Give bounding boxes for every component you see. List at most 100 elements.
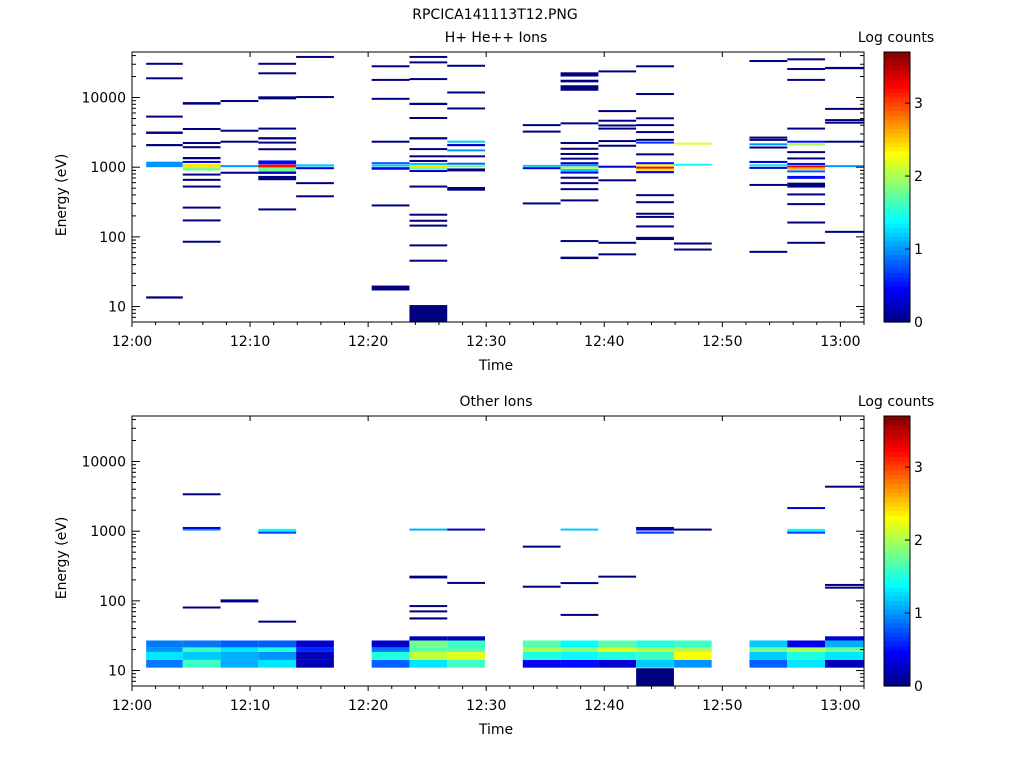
heatmap-cell	[258, 647, 297, 652]
heatmap-cell	[182, 185, 221, 188]
colorbar-segment	[884, 182, 910, 188]
colorbar-segment	[884, 313, 910, 319]
heatmap-cell	[182, 146, 221, 149]
heatmap-cell	[636, 141, 674, 144]
heatmap-cell	[825, 140, 864, 143]
colorbar-segment	[884, 510, 910, 516]
heatmap-cell	[258, 659, 297, 668]
heatmap-cell	[749, 138, 788, 141]
plot-frame	[131, 415, 865, 687]
heatmap-cell	[673, 528, 712, 531]
heatmap-cell	[409, 219, 448, 222]
colorbar-segment	[884, 452, 910, 458]
x-tick-label: 13:00	[820, 334, 860, 350]
colorbar-segment	[884, 641, 910, 647]
colorbar-segment	[884, 474, 910, 480]
heatmap-cell	[371, 204, 410, 207]
heatmap-cell	[258, 651, 297, 660]
heatmap-cell	[787, 651, 826, 660]
heatmap-cell	[787, 78, 826, 81]
colorbar-segment	[884, 627, 910, 633]
colorbar-tick-label: 1	[914, 606, 923, 622]
heatmap-cell	[258, 208, 297, 211]
heatmap-cell	[371, 659, 410, 668]
heatmap-cell	[636, 138, 674, 141]
colorbar-segment	[884, 101, 910, 107]
colorbar-segment	[884, 672, 910, 678]
heatmap-cell	[182, 651, 221, 660]
heatmap-cell	[825, 636, 864, 641]
colorbar-segment	[884, 277, 910, 283]
colorbar-segment	[884, 429, 910, 435]
colorbar-segment	[884, 542, 910, 548]
colorbar-tick-label: 2	[914, 169, 923, 185]
heatmap-cell	[560, 651, 599, 660]
colorbar-segment	[884, 295, 910, 301]
colorbar-segment	[884, 416, 910, 422]
heatmap-cell	[560, 582, 599, 585]
heatmap-cell	[787, 143, 826, 146]
colorbar-segment	[884, 654, 910, 660]
heatmap-cell	[749, 166, 788, 169]
heatmap-cell	[146, 296, 183, 299]
colorbar-tick-label: 0	[914, 315, 923, 331]
colorbar-segment	[884, 578, 910, 584]
heatmap-cell	[447, 636, 486, 641]
heatmap-cell	[182, 128, 221, 131]
colorbar-segment	[884, 596, 910, 602]
heatmap-cell	[825, 647, 864, 652]
heatmap-cell	[409, 659, 448, 668]
colorbar-frame	[883, 415, 911, 687]
colorbar-segment	[884, 582, 910, 588]
heatmap-cell	[636, 65, 674, 68]
heatmap-cell	[560, 659, 599, 668]
heatmap-cell	[447, 144, 486, 147]
heatmap-cell	[146, 659, 183, 668]
heatmap-cell	[787, 507, 826, 510]
heatmap-cell	[409, 575, 448, 579]
heatmap-cell	[598, 127, 637, 130]
heatmap-cell	[673, 248, 712, 251]
heatmap-cell	[560, 171, 599, 174]
heatmap-cell	[636, 153, 674, 156]
heatmap-cell	[447, 581, 486, 584]
heatmap-cell	[220, 599, 259, 603]
colorbar-tick-label: 1	[914, 242, 923, 258]
heatmap-cell	[409, 259, 448, 262]
x-tick-label: 12:40	[584, 334, 624, 350]
heatmap-cell	[258, 531, 297, 534]
heatmap-cell	[825, 119, 864, 122]
colorbar-segment	[884, 209, 910, 215]
heatmap-cell	[447, 91, 486, 94]
heatmap-cell	[787, 241, 826, 244]
colorbar-segment	[884, 236, 910, 242]
heatmap-cell	[825, 121, 864, 124]
heatmap-cell	[560, 647, 599, 652]
heatmap-cell	[522, 659, 561, 668]
heatmap-cell	[825, 66, 864, 70]
heatmap-cell	[598, 110, 637, 113]
heatmap-cell	[560, 613, 599, 616]
heatmap-cell	[636, 528, 674, 531]
heatmap-cell	[447, 107, 486, 110]
heatmap-cell	[296, 659, 334, 668]
heatmap-cell	[371, 78, 410, 81]
colorbar-segment	[884, 587, 910, 593]
heatmap-cell	[409, 605, 448, 608]
colorbar-segment	[884, 501, 910, 507]
heatmap-cell	[182, 647, 221, 652]
heatmap-cell	[598, 119, 637, 122]
colorbar-segment	[884, 142, 910, 148]
heatmap-cell	[560, 169, 599, 172]
colorbar-segment	[884, 308, 910, 314]
colorbar-segment	[884, 438, 910, 444]
colorbar-segment	[884, 299, 910, 305]
colorbar-segment	[884, 173, 910, 179]
heatmap-cell	[598, 165, 637, 168]
heatmap-cell	[598, 575, 637, 578]
heatmap-cell	[409, 55, 448, 58]
colorbar-segment	[884, 537, 910, 543]
colorbar-segment	[884, 443, 910, 449]
heatmap-cell	[673, 659, 712, 668]
heatmap-cell	[636, 212, 674, 215]
